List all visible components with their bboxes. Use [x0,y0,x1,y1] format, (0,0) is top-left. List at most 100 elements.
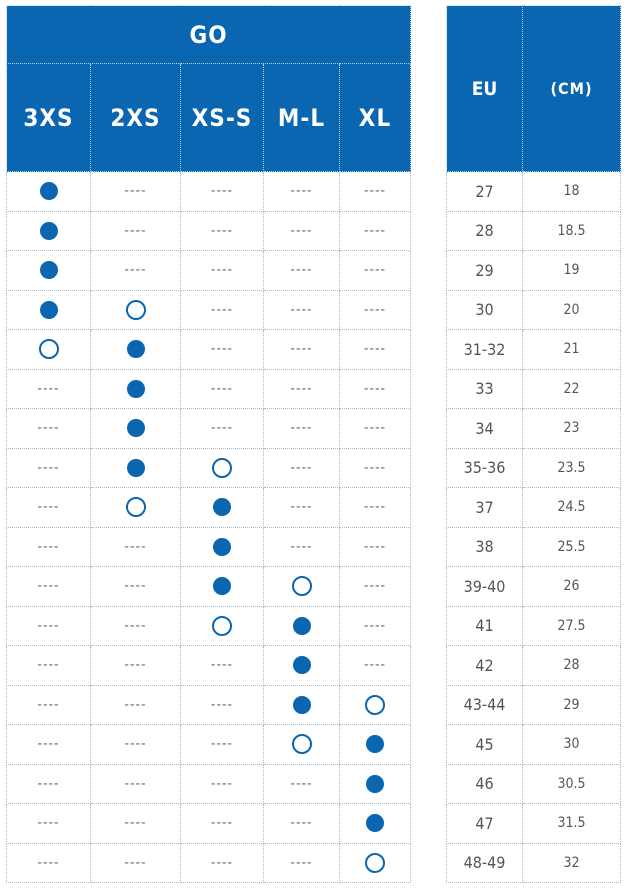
open-circle-icon [212,615,232,636]
size-row: ---- ---- ---- ---- [6,842,412,883]
size-cell: ---- [90,526,181,567]
size-cell: ---- [90,724,181,765]
eu-row: 42 28 [446,645,621,686]
eu-size-value: 46 [446,763,523,804]
size-cell [6,171,91,212]
size-cell: ---- [180,329,264,370]
cm-size-value: 27.5 [522,605,621,646]
open-circle-icon [291,576,312,597]
empty-dash: ---- [363,420,387,437]
size-cell: ---- [6,842,91,883]
size-cell: ---- [338,566,412,607]
cm-size-value: 31.5 [522,803,621,844]
eu-row: 28 18.5 [446,210,621,251]
empty-dash: ---- [210,854,234,871]
size-cell: ---- [263,487,340,528]
size-cell: ---- [6,803,91,844]
size-cell: ---- [338,171,412,212]
filled-circle-icon [366,814,384,833]
filled-circle-icon [366,774,384,793]
eu-row: 39-40 26 [446,566,621,607]
filled-circle-icon [292,695,311,714]
open-circle-icon [125,299,146,320]
size-cell: ---- [338,645,412,686]
size-cell: ---- [263,842,340,883]
filled-circle-icon [213,537,231,556]
empty-dash: ---- [290,420,313,437]
eu-size-value: 29 [446,250,523,291]
size-cell [180,526,264,567]
cm-size-value: 18.5 [522,210,621,251]
size-row: ---- ---- ---- [6,447,412,488]
cm-size-value: 24.5 [522,487,621,528]
empty-dash: ---- [37,775,60,792]
size-cell [90,329,181,370]
cm-header: (CM) [522,5,621,172]
eu-row: 43-44 29 [446,684,621,725]
size-cell [338,724,412,765]
cm-size-value: 32 [522,842,621,883]
empty-dash: ---- [290,301,313,318]
size-cell: ---- [263,447,340,488]
empty-dash: ---- [290,222,313,239]
open-circle-icon [365,694,385,715]
eu-size-value: 48-49 [446,842,523,883]
filled-circle-icon [39,182,58,201]
filled-circle-icon [126,458,145,477]
size-row: ---- ---- ---- ---- [6,171,412,212]
size-cell: ---- [263,210,340,251]
size-cell: ---- [338,605,412,646]
size-cell [338,842,412,883]
size-cell: ---- [180,684,264,725]
size-cell [338,763,412,804]
size-row: ---- ---- ---- [6,605,412,646]
open-circle-icon [291,734,312,755]
empty-dash: ---- [290,499,313,516]
size-cell: ---- [263,250,340,291]
filled-circle-icon [39,300,58,319]
size-cell [180,566,264,607]
size-cell: ---- [90,842,181,883]
filled-circle-icon [292,616,311,635]
size-chart-body: ---- ---- ---- ---- ---- ---- ---- ---- ---- ----… [6,171,412,883]
size-cell: ---- [263,368,340,409]
size-cell: ---- [90,171,181,212]
size-cell: ---- [180,842,264,883]
size-cell: ---- [6,605,91,646]
size-row: ---- ---- ---- ---- [6,803,412,844]
size-cell: ---- [180,368,264,409]
empty-dash: ---- [290,815,313,832]
empty-dash: ---- [37,578,60,595]
open-circle-icon [365,852,385,873]
size-cell: ---- [263,763,340,804]
empty-dash: ---- [37,617,60,634]
empty-dash: ---- [124,262,147,279]
size-cell: ---- [6,408,91,449]
filled-circle-icon [126,419,145,438]
eu-row: 29 19 [446,250,621,291]
size-cell: ---- [90,566,181,607]
cm-size-value: 18 [522,171,621,212]
size-cell [180,447,264,488]
size-cell [6,210,91,251]
empty-dash: ---- [290,775,313,792]
size-header-m-l: M-L [263,63,340,172]
size-cell: ---- [90,763,181,804]
size-cell: ---- [263,171,340,212]
empty-dash: ---- [210,380,234,397]
eu-header-row: EU (CM) [446,5,621,172]
empty-dash: ---- [124,815,147,832]
size-cell [6,329,91,370]
filled-circle-icon [292,656,311,675]
filled-circle-icon [126,379,145,398]
size-cell: ---- [263,408,340,449]
eu-row: 31-32 21 [446,329,621,370]
size-cell [90,487,181,528]
size-cell: ---- [90,250,181,291]
size-cell: ---- [90,645,181,686]
eu-size-table: EU (CM) 27 18 28 18.5 29 19 30 20 31-32 21 33 22 34 2… [446,5,621,883]
empty-dash: ---- [37,499,60,516]
size-cell: ---- [6,566,91,607]
size-chart-table: GO 3XS 2XS XS-S M-L XL ---- ---- ---- ---- -… [5,5,412,883]
empty-dash: ---- [363,262,387,279]
